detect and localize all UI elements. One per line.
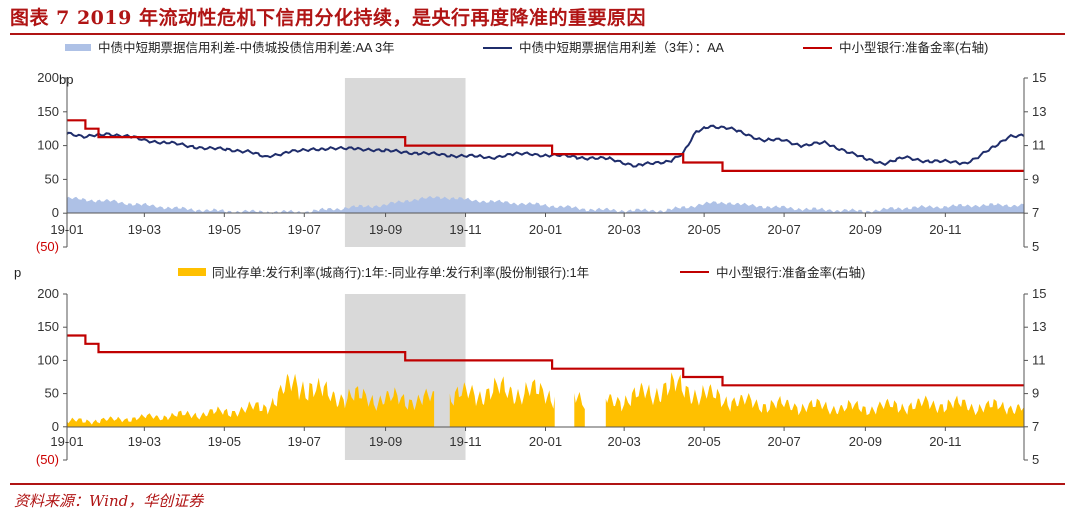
chart-top-series-layer [66,119,1025,215]
xtick-label-bottom-11: 20-11 [929,434,961,449]
xtick-label-top-11: 20-11 [929,222,961,237]
ytick-right-label-top-0: 15 [1032,70,1046,85]
ytick-left-label-top-5: (50) [36,239,59,254]
xtick-label-bottom-7: 20-03 [608,434,641,449]
ytick-left-label-top-0: 200 [37,70,59,85]
xtick-label-bottom-5: 19-11 [449,434,481,449]
ytick-right-label-top-5: 5 [1032,239,1039,254]
ytick-right-label-bottom-1: 13 [1032,319,1046,334]
series-rrr-bottom [67,334,1024,387]
xtick-label-bottom-2: 19-05 [208,434,241,449]
ytick-left-label-top-3: 50 [45,171,59,186]
ytick-right-label-top-3: 9 [1032,171,1039,186]
chart-bottom: p 同业存单:发行利率(城商行):1年:-同业存单:发行利率(股份制银行):1年… [14,265,1046,467]
figure-source: 资料来源：Wind，华创证券 [14,492,204,510]
ytick-left-label-bottom-1: 150 [37,319,59,334]
xtick-label-top-8: 20-05 [688,222,721,237]
series-area-top-seg0 [67,196,1024,215]
series-area-bottom-seg1 [449,376,555,427]
ytick-left-label-top-2: 100 [37,138,59,153]
chart-top-legend: 中债中短期票据信用利差-中债城投债信用利差:AA 3年 中债中短期票据信用利差（… [65,40,988,55]
series-area-bottom-seg0 [67,373,435,427]
source-rule [10,483,1065,485]
ytick-left-label-bottom-2: 100 [37,352,59,367]
xtick-label-bottom-4: 19-09 [369,434,402,449]
legend-label-rrr-bottom: 中小型银行:准备金率(右轴) [716,265,865,280]
ytick-left-label-bottom-3: 50 [45,386,59,401]
ytick-right-label-top-4: 7 [1032,205,1039,220]
chart-top-shaded-period [344,78,466,247]
xtick-label-top-0: 19-01 [50,222,83,237]
ytick-left-label-bottom-0: 200 [37,286,59,301]
xtick-label-bottom-9: 20-07 [767,434,800,449]
chart-bottom-legend: 同业存单:发行利率(城商行):1年:-同业存单:发行利率(股份制银行):1年 中… [178,265,865,280]
ytick-left-label-top-4: 0 [52,205,59,220]
xtick-label-bottom-0: 19-01 [50,434,83,449]
ytick-right-label-top-1: 13 [1032,104,1046,119]
xtick-label-top-10: 20-09 [849,222,882,237]
ytick-right-label-bottom-2: 11 [1032,352,1046,367]
xtick-label-bottom-3: 19-07 [288,434,321,449]
xtick-label-bottom-1: 19-03 [128,434,161,449]
figure-title: 图表 7 2019 年流动性危机下信用分化持续，是央行再度降准的重要原因 [10,7,646,29]
ytick-right-label-top-2: 11 [1032,138,1046,153]
series-rrr-top [67,119,1024,172]
xtick-label-bottom-10: 20-09 [849,434,882,449]
chart-bottom-axes: 200 150 100 50 0 (50) 15 13 11 9 7 5 19-01 19-03 19-05… [36,286,1047,467]
xtick-label-top-1: 19-03 [128,222,161,237]
chart-top-axes: 200 150 100 50 0 (50) 15 13 11 9 7 5 19-01 19-03 19-05… [36,70,1047,254]
chart-top-unit-label: bp [59,72,73,87]
legend-label-rrr-top: 中小型银行:准备金率(右轴) [839,40,988,55]
xtick-label-top-2: 19-05 [208,222,241,237]
chart-bottom-unit-label: p [14,265,21,280]
ytick-left-label-bottom-5: (50) [36,452,59,467]
title-rule [10,33,1065,35]
legend-swatch-ncd-spread [178,268,206,276]
series-area-bottom-seg2 [574,391,585,427]
chart-bottom-shaded-period [344,294,466,460]
ytick-right-label-bottom-5: 5 [1032,452,1039,467]
chart-top: 中债中短期票据信用利差-中债城投债信用利差:AA 3年 中债中短期票据信用利差（… [36,40,1047,254]
xtick-label-bottom-8: 20-05 [688,434,721,449]
xtick-label-top-4: 19-09 [369,222,402,237]
legend-label-ncd-spread: 同业存单:发行利率(城商行):1年:-同业存单:发行利率(股份制银行):1年 [212,265,589,280]
ytick-right-label-bottom-0: 15 [1032,286,1046,301]
ytick-right-label-bottom-3: 9 [1032,386,1039,401]
series-line-top [66,124,1025,168]
xtick-label-top-9: 20-07 [767,222,800,237]
chart-bottom-series-layer [67,334,1024,427]
legend-label-spread-area: 中债中短期票据信用利差-中债城投债信用利差:AA 3年 [98,40,395,55]
xtick-label-top-6: 20-01 [529,222,562,237]
legend-label-spread-line: 中债中短期票据信用利差（3年）：AA [519,40,725,55]
xtick-label-top-7: 20-03 [608,222,641,237]
series-area-bottom-seg3 [605,372,1024,427]
ytick-right-label-bottom-4: 7 [1032,419,1039,434]
xtick-label-top-5: 19-11 [449,222,481,237]
xtick-label-top-3: 19-07 [288,222,321,237]
ytick-left-label-bottom-4: 0 [52,419,59,434]
legend-swatch-spread-area [65,44,91,51]
xtick-label-bottom-6: 20-01 [529,434,562,449]
ytick-left-label-top-1: 150 [37,104,59,119]
